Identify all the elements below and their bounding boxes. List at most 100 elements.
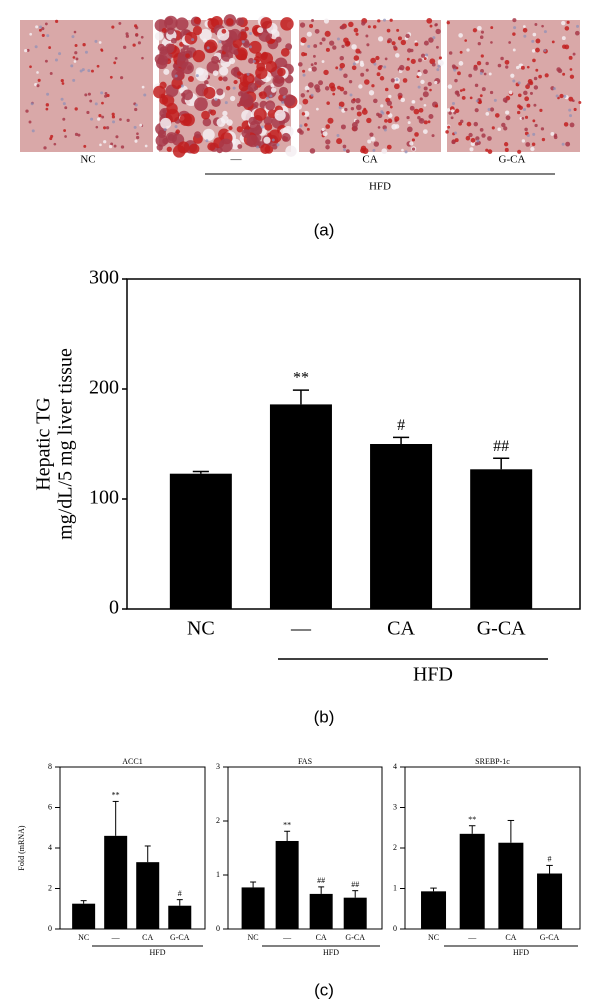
tissue-spot (531, 49, 536, 53)
chart-title: SREBP-1c (475, 757, 510, 766)
tissue-spot (235, 49, 247, 61)
tissue-nucleus (349, 93, 353, 97)
tissue-nucleus (58, 52, 62, 56)
tissue-spot (242, 72, 255, 86)
tissue-spot (134, 107, 138, 112)
tissue-spot (402, 78, 408, 83)
tissue-spot (323, 69, 329, 76)
tissue-spot (401, 148, 404, 152)
plot-frame (227, 766, 383, 930)
tissue-nucleus (79, 69, 83, 73)
tissue-spot (458, 33, 463, 38)
tissue-spot (335, 66, 339, 70)
tissue-nucleus (34, 45, 38, 49)
tissue-spot (535, 38, 541, 44)
y-tick-label: 100 (89, 487, 119, 509)
tissue-nucleus (271, 138, 275, 142)
tissue-spot (140, 35, 144, 39)
bar (421, 891, 447, 929)
tissue-spot (339, 62, 346, 69)
tissue-spot (562, 72, 566, 76)
tissue-spot (539, 108, 543, 112)
y-tick-label: 0 (109, 597, 119, 619)
x-tick-label: CA (316, 933, 327, 942)
tissue-spot (411, 138, 416, 142)
tissue-nucleus (561, 142, 565, 146)
tissue-spot (524, 96, 530, 102)
tissue-spot (418, 58, 422, 63)
tissue-spot (532, 32, 537, 37)
tissue-spot (367, 25, 371, 29)
tissue-spot (321, 60, 325, 63)
tissue-spot (253, 101, 259, 108)
tissue-nucleus (338, 106, 342, 110)
tissue-spot (466, 48, 470, 52)
tissue-spot (179, 113, 192, 126)
tissue-spot (125, 32, 129, 36)
tissue-spot (325, 47, 330, 52)
significance-mark: ** (112, 791, 120, 800)
tissue-spot (475, 136, 480, 141)
tissue-spot (481, 87, 486, 92)
tissue-nucleus (163, 127, 167, 131)
tissue-spot (564, 26, 570, 31)
tissue-spot (304, 123, 308, 127)
tissue-spot (512, 18, 517, 23)
x-tick-label: G-CA (170, 933, 190, 942)
tissue-spot (423, 69, 428, 75)
tissue-spot (162, 109, 167, 114)
tissue-spot (182, 43, 189, 51)
tissue-spot (43, 146, 47, 150)
tissue-spot (74, 51, 78, 55)
tissue-spot (376, 72, 381, 77)
tissue-spot (101, 115, 105, 119)
tissue-spot (237, 144, 243, 149)
y-tick-label: 3 (393, 802, 397, 811)
tissue-spot (95, 125, 99, 129)
bar (168, 905, 192, 929)
tissue-spot (278, 86, 289, 96)
tissue-spot (497, 127, 501, 132)
tissue-spot (274, 109, 286, 121)
tissue-spot (540, 127, 545, 131)
tissue-spot (270, 87, 277, 93)
tissue-spot (309, 148, 316, 154)
tissue-spot (384, 87, 389, 92)
tissue-spot (474, 142, 479, 146)
tissue-spot (184, 31, 198, 45)
tissue-spot (61, 82, 65, 85)
tissue-spot (457, 71, 461, 76)
tissue-spot (437, 60, 444, 66)
tissue-spot (167, 134, 175, 141)
tissue-spot (313, 54, 316, 58)
tissue-spot (340, 24, 346, 30)
tissue-nucleus (523, 34, 527, 38)
tissue-spot (473, 66, 478, 71)
y-tick-label: 2 (393, 843, 397, 852)
tissue-spot (387, 118, 393, 124)
tissue-spot (98, 113, 102, 118)
tissue-spot (228, 126, 233, 131)
tissue-nucleus (72, 78, 76, 82)
tissue-spot (259, 91, 267, 100)
tissue-spot (123, 45, 127, 49)
tissue-spot (377, 36, 384, 42)
tissue-nucleus (543, 49, 547, 53)
tissue-spot (524, 127, 528, 132)
tissue-spot (384, 57, 388, 61)
tissue-spot (332, 92, 336, 96)
tissue-spot (74, 43, 78, 47)
tissue-nucleus (30, 102, 34, 106)
tissue-spot (532, 119, 536, 123)
tissue-spot (479, 94, 483, 98)
tissue-spot (219, 66, 229, 76)
tissue-spot (393, 45, 397, 49)
tissue-spot (390, 78, 395, 83)
tissue-spot (225, 86, 231, 91)
tissue-nucleus (218, 40, 222, 44)
tissue-nucleus (338, 68, 342, 72)
tissue-spot (428, 37, 434, 43)
tissue-spot (422, 129, 428, 135)
y-tick-label: 1 (393, 883, 397, 892)
tissue-nucleus (383, 18, 387, 22)
